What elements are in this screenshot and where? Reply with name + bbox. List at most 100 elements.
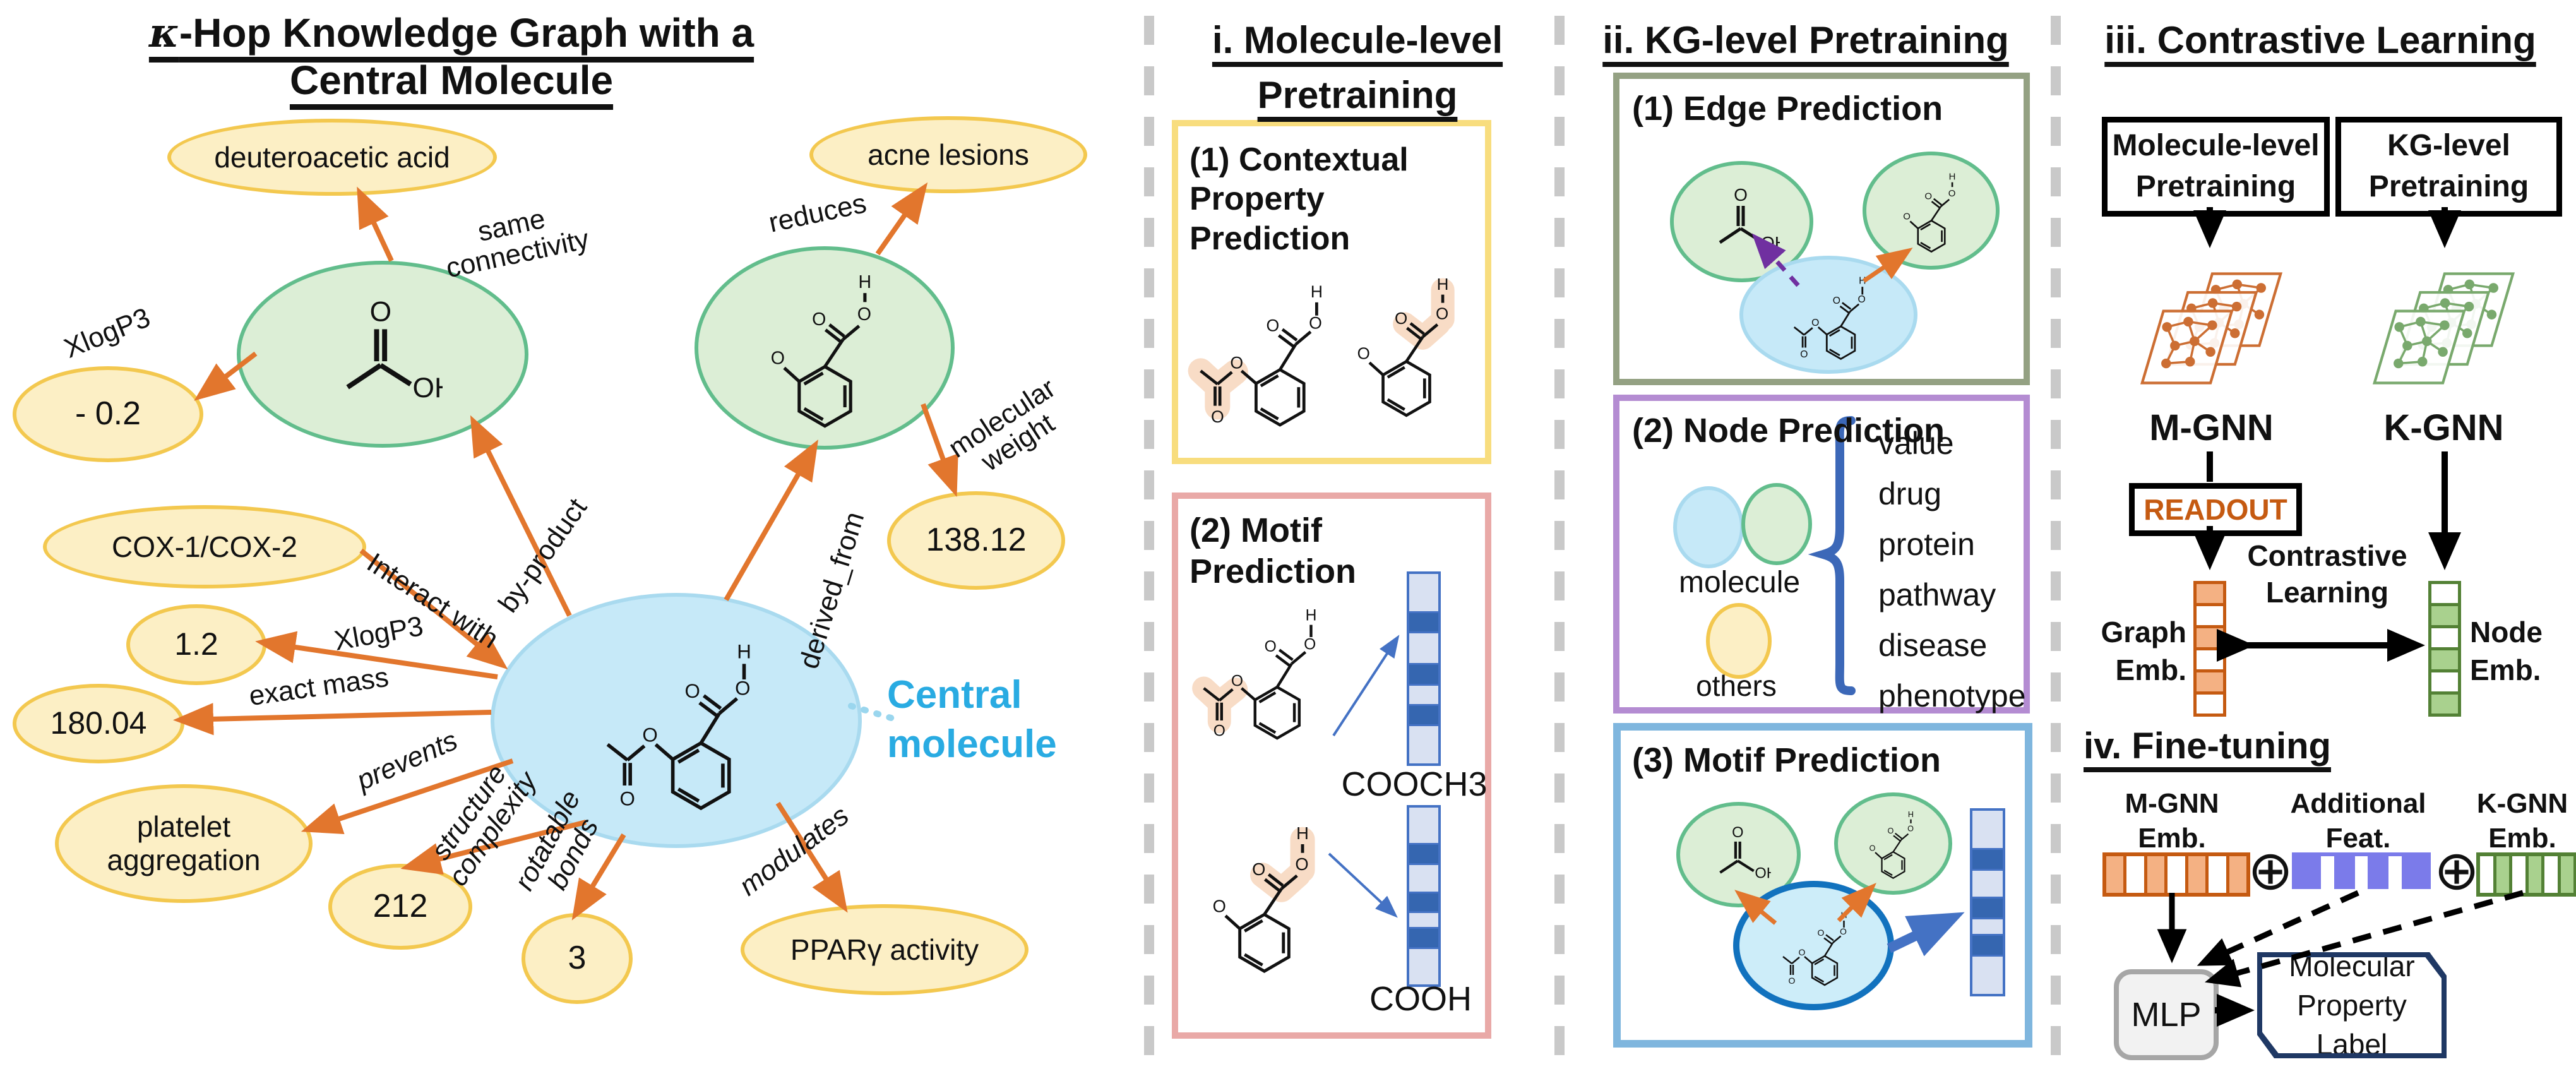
kg-node-salicylic-acid: [695, 246, 955, 450]
node-emb-column: [2428, 581, 2461, 717]
barcode-cell: [1409, 863, 1438, 892]
feat-cell: [2544, 856, 2561, 893]
feat-cell: [2168, 856, 2188, 893]
emb-cell: [2428, 669, 2461, 695]
brace-icon: [1808, 416, 1856, 695]
barcode-cell: [1409, 808, 1438, 844]
edge-prediction-title: (1) Edge Prediction: [1632, 90, 1943, 128]
feat-cell: [2147, 856, 2168, 893]
kg-node-acne-lesions: acne lesions: [809, 116, 1087, 193]
motif-node-salicylic: [1834, 792, 1952, 895]
oplus-icon: ⊕: [2434, 840, 2480, 901]
aspirin-highlighted-acetyl-2: [1188, 586, 1327, 753]
feat-cell: [2321, 856, 2335, 893]
node-emb-label: Node Emb.: [2470, 616, 2543, 686]
motif-prediction-box-i: [1172, 493, 1491, 1039]
molecular-property-label-text: Molecular Property Label: [2262, 957, 2442, 1053]
kgnn-emb-label: K-GNN Emb.: [2476, 788, 2568, 854]
salicylic-highlighted-cooh-2: [1200, 813, 1329, 980]
node-type-item: phenotype: [1878, 678, 2026, 714]
feat-cell: [2401, 852, 2431, 889]
feat-cell: [2354, 856, 2368, 893]
graph-emb-column: [2193, 581, 2226, 717]
kgnn-emb-bar: [2476, 852, 2576, 897]
section-iv-title: iv. Fine-tuning: [2084, 726, 2331, 767]
feat-cell: [2229, 856, 2246, 893]
kg-node-acetic-acid: [237, 261, 528, 448]
kg-node-xlogp3-central-value: 1.2: [126, 604, 266, 685]
legend-molecule-green: [1741, 483, 1812, 565]
emb-cell: [2193, 647, 2226, 672]
emb-cell: [2193, 581, 2226, 606]
feat-cell: [2388, 856, 2402, 893]
barcode-cell: [1409, 683, 1438, 704]
motif-label-cooh: COOH: [1369, 980, 1472, 1018]
kgnn-label: K-GNN: [2383, 407, 2504, 448]
emb-cell: [2193, 669, 2226, 695]
kg-node-molecular-weight-value: 138.12: [887, 491, 1065, 590]
acetic-acid-structure: [1704, 181, 1780, 263]
kg-title-rest: -Hop Knowledge Graph with a Central Mole…: [179, 10, 754, 103]
emb-cell: [2428, 581, 2461, 606]
kg-node-ppar-activity: PPARγ activity: [741, 904, 1029, 995]
node-prediction-title: (2) Node Prediction: [1632, 412, 1945, 450]
salicylic-highlighted-cooh: [1345, 265, 1468, 424]
edge-node-salicylic: [1863, 152, 2000, 270]
molecular-property-label-box: Molecular Property Label: [2257, 952, 2447, 1058]
barcode-cell: [1972, 954, 2003, 994]
barcode-cell: [1409, 663, 1438, 684]
aspirin-structure: [1784, 262, 1873, 368]
motif-prediction-box-ii: [1613, 723, 2032, 1048]
legend-molecule-blue: [1673, 486, 1744, 568]
barcode-cell: [1409, 611, 1438, 632]
barcode-cell: [1409, 724, 1438, 763]
node-type-item: protein: [1878, 527, 1975, 562]
feat-cell: [2188, 856, 2209, 893]
mlp-box: MLP: [2114, 969, 2219, 1060]
central-molecule-callout: Central molecule: [887, 673, 1057, 766]
legend-molecule-label: molecule: [1678, 566, 1801, 599]
kgnn-stack-icon: [2373, 249, 2515, 407]
barcode-cell: [1409, 703, 1438, 725]
barcode-cell: [1972, 917, 2003, 935]
emb-cell: [2193, 603, 2226, 628]
motif-barcode-cooh: [1407, 805, 1441, 987]
divider-2: [1554, 16, 1565, 1064]
barcode-cell: [1409, 574, 1438, 611]
feat-cell: [2512, 856, 2529, 893]
salicylic-acid-structure: [757, 261, 893, 435]
barcode-cell: [1409, 891, 1438, 911]
node-type-item: drug: [1878, 476, 1942, 511]
molecule-level-pretraining-box: Molecule-level Pretraining: [2102, 117, 2330, 217]
edge-label-xlogp3-top: XlogP3: [59, 302, 155, 364]
section-i-title: i. Molecule-level Pretraining: [1212, 19, 1503, 116]
edge-label-by-product: by-product: [492, 493, 593, 618]
node-type-item: pathway: [1878, 577, 1996, 612]
feat-cell: [2292, 852, 2322, 889]
kg-node-cox: COX-1/COX-2: [43, 505, 366, 588]
motif-prediction-title-ii: (3) Motif Prediction: [1632, 741, 1941, 779]
edge-label-xlogp3: XlogP3: [331, 610, 426, 657]
acetic-acid-structure: [1707, 820, 1771, 890]
emb-cell: [2428, 691, 2461, 717]
node-prediction-box: [1613, 395, 2030, 714]
node-type-item: value: [1878, 426, 1954, 461]
kg-node-platelet-aggregation: platelet aggregation: [55, 784, 313, 903]
motif-node-central: [1733, 881, 1894, 1010]
contextual-prediction-box: [1172, 120, 1491, 464]
edge-label-reduces: reduces: [766, 188, 869, 239]
edge-label-molecular-weight: molecular weight: [943, 372, 1061, 478]
graph-emb-label: Graph Emb.: [2101, 616, 2186, 686]
legend-others-label: others: [1696, 669, 1777, 702]
oplus-icon: ⊕: [2248, 840, 2294, 901]
aspirin-structure: [588, 614, 765, 827]
feat-cell: [2368, 852, 2388, 889]
barcode-cell: [1409, 927, 1438, 947]
node-type-item: disease: [1878, 628, 1988, 663]
motif-prediction-title-i: (2) Motif Prediction: [1190, 511, 1357, 590]
mgnn-label: M-GNN: [2149, 407, 2274, 448]
feat-cell: [2106, 856, 2127, 893]
edge-node-central: [1739, 256, 1917, 374]
barcode-cell: [1409, 947, 1438, 984]
